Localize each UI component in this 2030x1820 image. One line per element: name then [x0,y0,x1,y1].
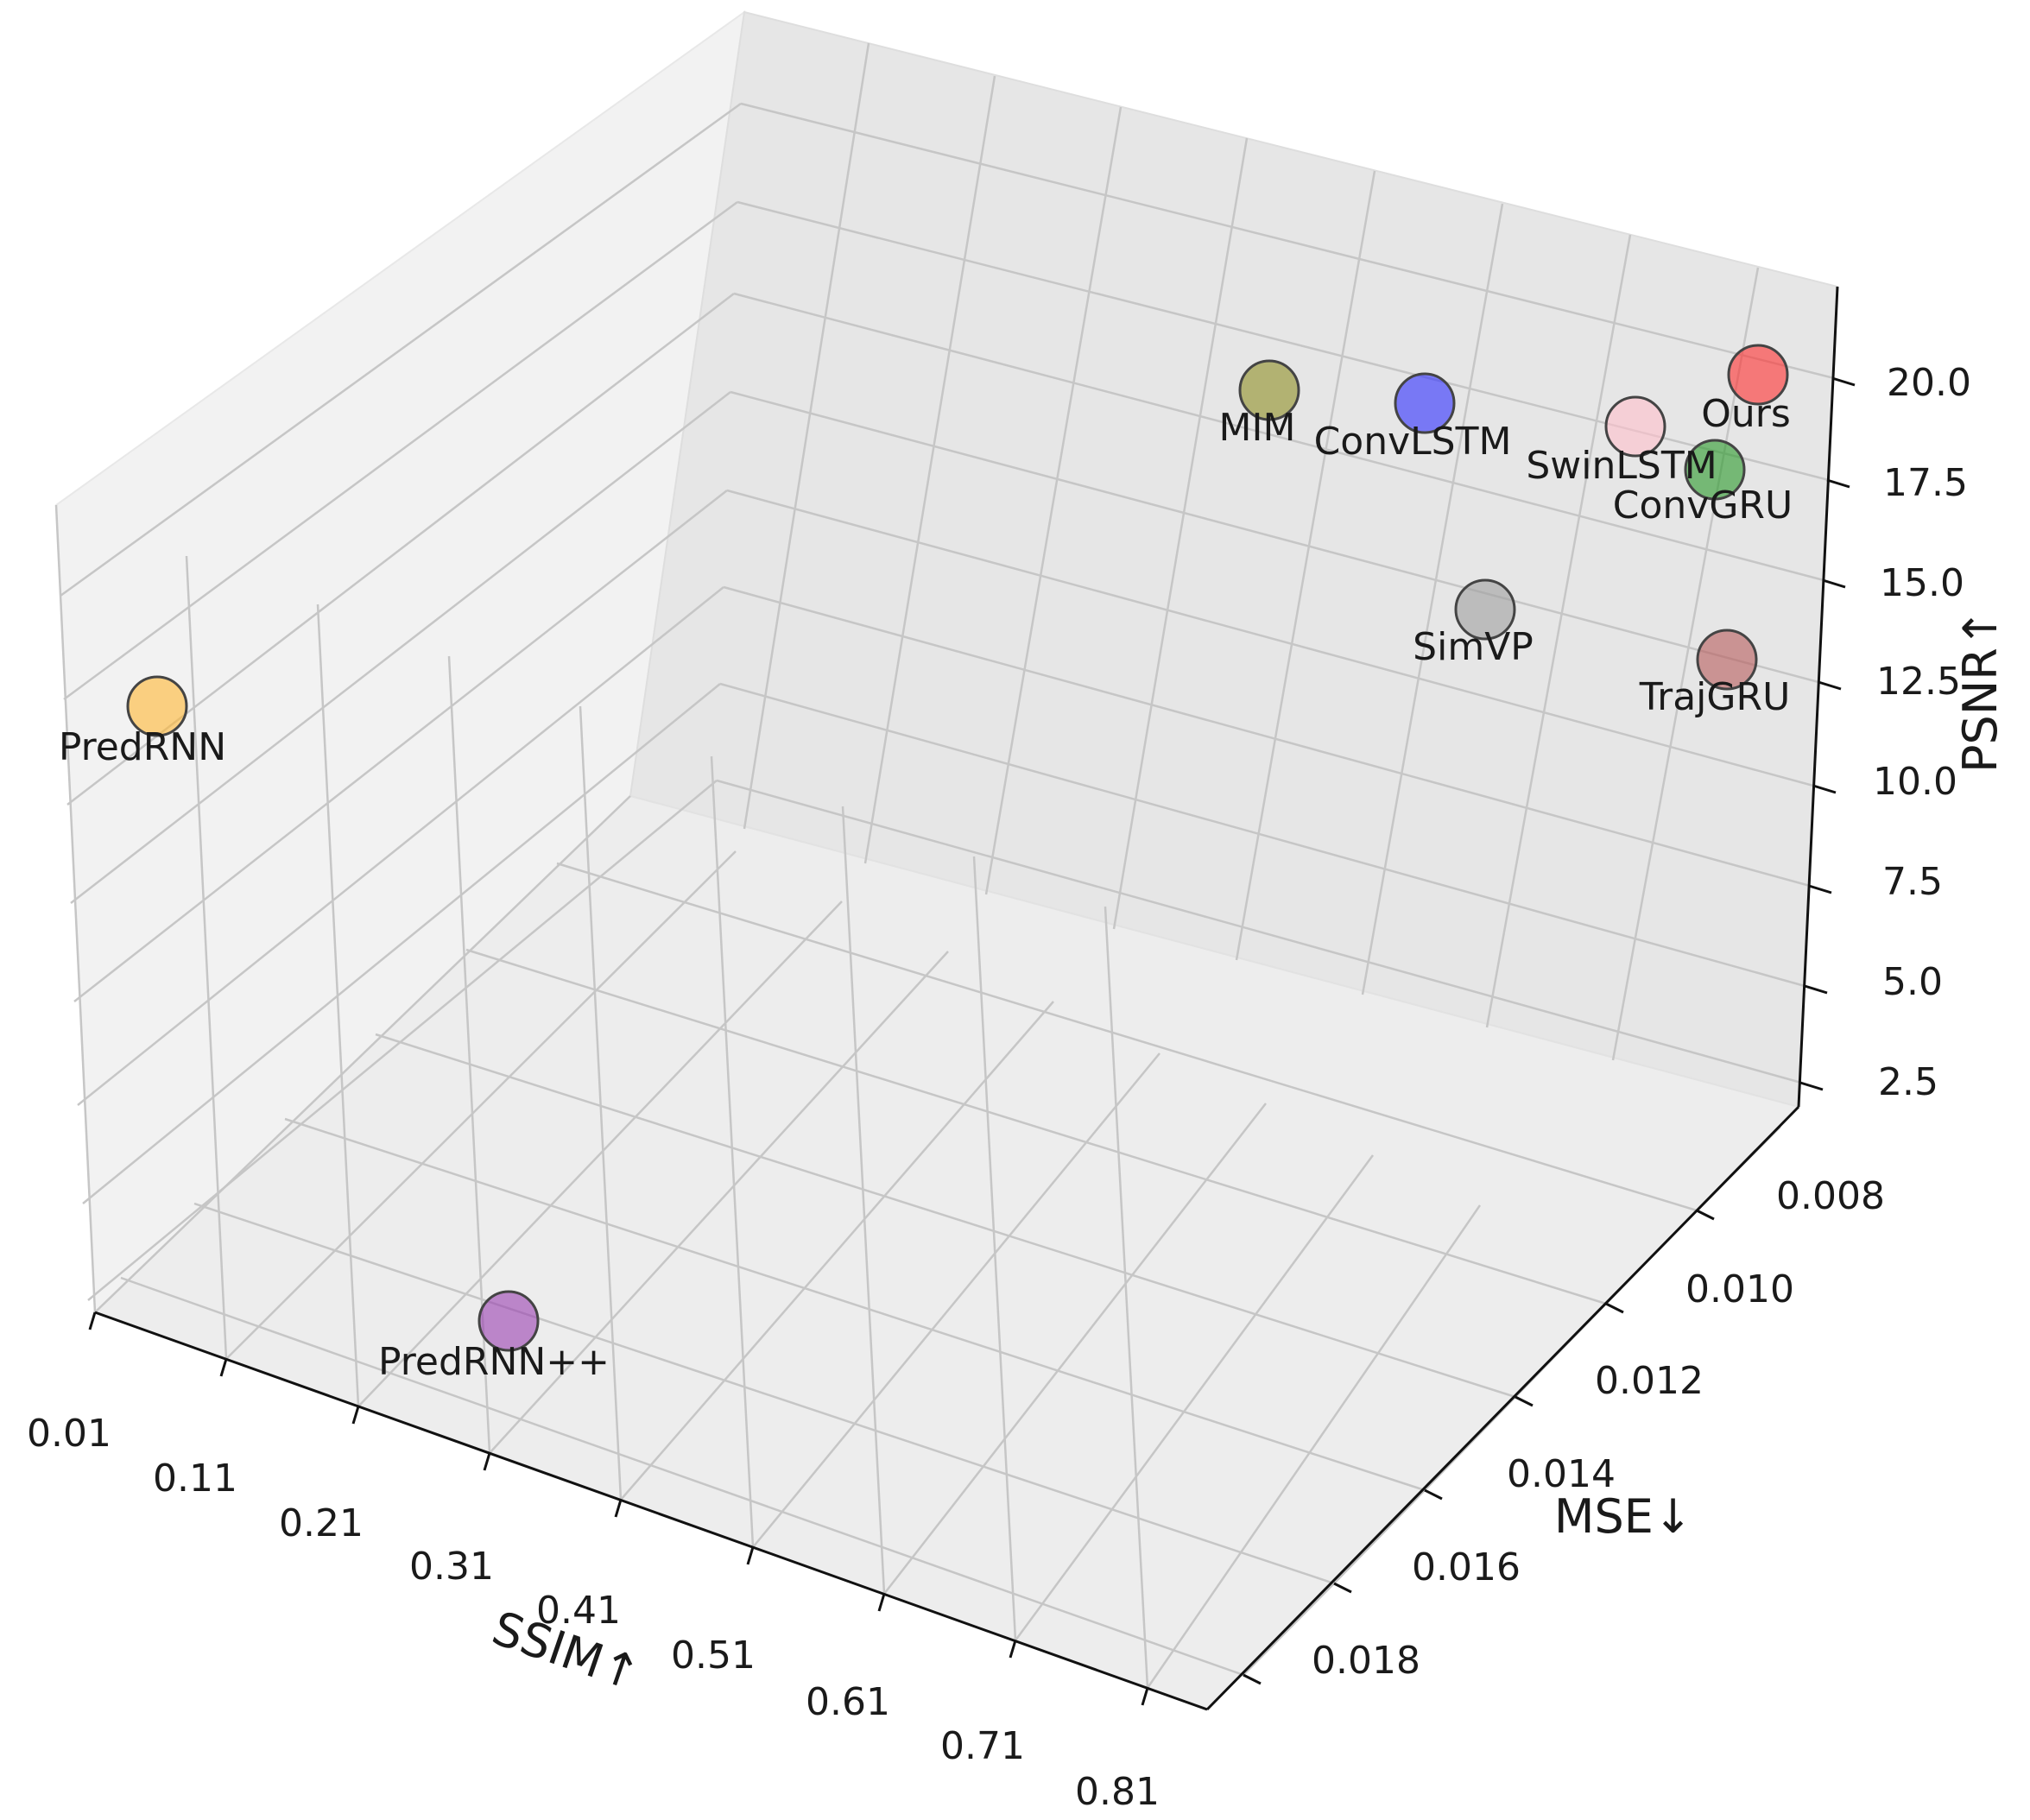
x-tick-label: 0.51 [671,1634,756,1678]
y-tick-label: 0.018 [1312,1639,1420,1683]
z-ticks [1799,376,1856,1091]
z-tick-label: 20.0 [1887,361,1971,405]
z-tick-label: 12.5 [1876,660,1961,704]
point-ours [1727,344,1789,406]
y-tick-label: 0.008 [1776,1174,1885,1218]
point-label-simvp: SimVP [1413,625,1534,669]
point-label-mim: MIM [1219,406,1296,450]
point-predrnn [126,675,188,737]
z-tick-labels: 2.5 5.0 7.5 10.0 12.5 15.0 17.5 20.0 [1873,361,1971,1104]
x-tick-label: 0.81 [1075,1770,1160,1814]
z-tick-label: 10.0 [1873,760,1957,804]
x-tick-label: 0.41 [536,1589,621,1633]
point-label-convlstm: ConvLSTM [1314,420,1512,464]
point-label-trajgru: TrajGRU [1639,675,1791,719]
x-tick-label: 0.31 [409,1545,494,1589]
point-simvp [1454,578,1516,641]
point-convlstm [1394,372,1456,434]
z-tick-label: 7.5 [1882,860,1943,904]
y-tick-label: 0.012 [1595,1359,1704,1403]
y-ticks [1243,1209,1715,1685]
x-axis-line [94,1311,1208,1711]
point-label-ours: Ours [1701,392,1791,436]
point-convgru [1684,439,1746,501]
point-label-swinlstm: SwinLSTM [1526,444,1717,488]
y-tick-labels: 0.008 0.010 0.012 0.014 0.016 0.018 [1312,1174,1885,1683]
z-axis-title: PSNR↑ [1953,609,2008,773]
point-label-convgru: ConvGRU [1613,483,1793,528]
y-tick-label: 0.010 [1685,1267,1794,1311]
y-tick-label: 0.014 [1507,1452,1616,1496]
scatter-points [126,344,1789,1352]
z-axis-line [1797,286,1839,1108]
point-predrnn-pp [477,1290,540,1352]
y-axis-title: MSE↓ [1554,1489,1692,1544]
point-label-predrnn: PredRNN [59,725,226,769]
chart-grid [54,42,1835,1689]
point-swinlstm [1604,395,1666,458]
z-tick-label: 15.0 [1880,561,1964,605]
y-tick-label: 0.016 [1412,1545,1521,1589]
chart-panes [54,9,1839,1711]
x-ticks [88,1311,1149,1706]
x-tick-label: 0.11 [153,1457,237,1501]
x-tick-label: 0.21 [279,1501,364,1545]
z-tick-label: 17.5 [1883,461,1968,505]
x-tick-label: 0.61 [806,1680,890,1724]
y-axis-line [1205,1105,1800,1711]
point-mim [1238,359,1300,421]
point-trajgru [1696,629,1758,691]
point-label-predrnn-pp: PredRNN++ [378,1340,610,1384]
z-tick-label: 2.5 [1878,1060,1938,1104]
point-labels: PredRNN PredRNN++ MIM ConvLSTM SimVP Swi… [59,392,1793,1384]
z-tick-label: 5.0 [1882,960,1943,1004]
x-tick-label: 0.71 [940,1724,1025,1768]
chart-axes [88,286,1856,1711]
x-tick-labels: 0.01 0.11 0.21 0.31 0.41 0.51 0.61 0.71 … [27,1412,1160,1814]
x-tick-label: 0.01 [27,1412,111,1456]
